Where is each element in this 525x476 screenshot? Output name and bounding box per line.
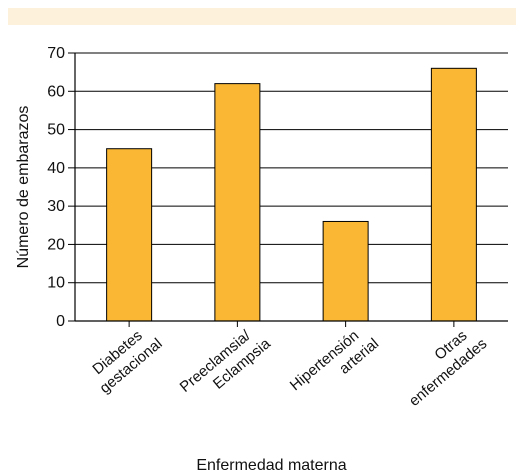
y-tick-label-50: 50 bbox=[47, 122, 65, 139]
y-tick-label-60: 60 bbox=[47, 83, 65, 100]
y-tick-labels: 0 10 20 30 40 50 60 70 bbox=[47, 45, 65, 330]
x-category-label-3: Otrasenfermedades bbox=[394, 321, 491, 410]
bar-2 bbox=[322, 220, 369, 322]
y-tick-label-0: 0 bbox=[56, 313, 65, 330]
y-tick-label-40: 40 bbox=[47, 160, 65, 177]
y-axis-title: Número de embarazos bbox=[15, 106, 32, 269]
bars bbox=[106, 67, 477, 322]
header-band bbox=[8, 8, 516, 25]
x-category-labels: Diabetesgestacional Preeclamsia/Eclampsia… bbox=[84, 320, 491, 410]
y-tick-label-70: 70 bbox=[47, 45, 65, 62]
bar-0 bbox=[106, 148, 153, 322]
y-tick-label-10: 10 bbox=[47, 275, 65, 292]
y-tick-label-30: 30 bbox=[47, 198, 65, 215]
x-category-label-2: Hipertensiónarterial bbox=[287, 321, 382, 409]
bar-3 bbox=[430, 67, 477, 322]
y-tick-label-20: 20 bbox=[47, 236, 65, 253]
x-axis-title: Enfermedad materna bbox=[196, 457, 346, 474]
axes bbox=[68, 52, 508, 327]
x-category-label-0: Diabetesgestacional bbox=[84, 321, 165, 397]
bar-1 bbox=[214, 83, 261, 322]
x-category-label-1: Preeclamsia/Eclampsia bbox=[177, 320, 275, 410]
